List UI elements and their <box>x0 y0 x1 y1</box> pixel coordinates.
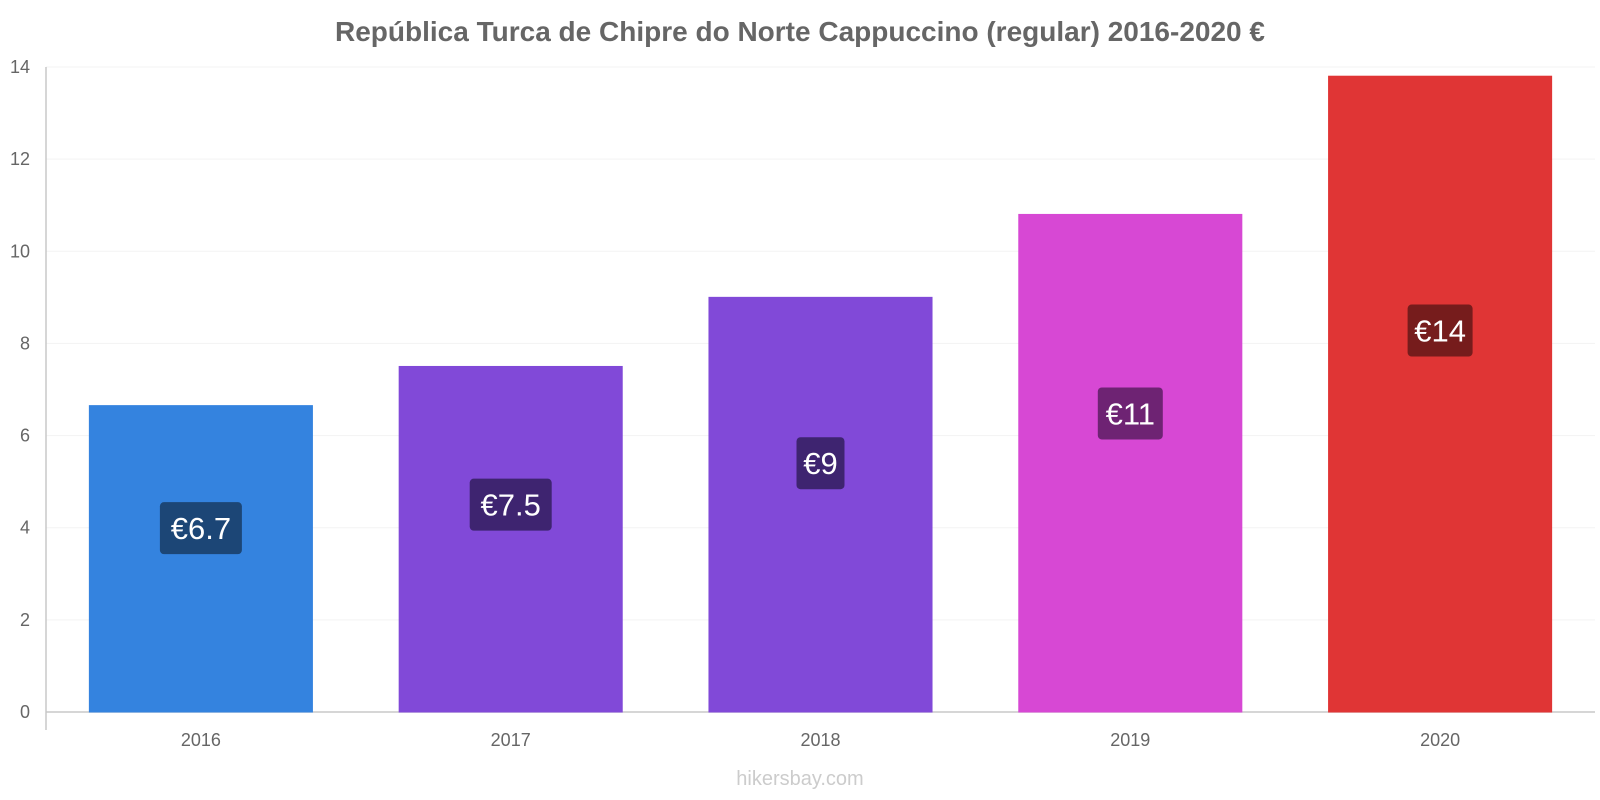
data-label-2017: €7.5 <box>469 478 552 531</box>
y-tick-label: 12 <box>10 149 30 169</box>
y-tick-label: 8 <box>20 333 30 353</box>
bar-2016 <box>88 405 313 713</box>
y-tick-label: 4 <box>20 518 30 538</box>
data-label-box <box>796 437 845 490</box>
data-label-2016: €6.7 <box>159 502 242 555</box>
y-tick-label: 6 <box>20 426 30 446</box>
x-tick-label: 2016 <box>181 730 221 750</box>
watermark-text: hikersbay.com <box>736 768 864 790</box>
data-label-text: €7.5 <box>481 488 541 523</box>
bar-2020 <box>1328 75 1553 713</box>
data-label-box <box>159 502 242 555</box>
x-tick-label: 2020 <box>1420 730 1460 750</box>
data-label-box <box>1407 304 1473 357</box>
bar-2018 <box>708 296 933 713</box>
data-label-2018: €9 <box>796 437 845 490</box>
y-tick-label: 10 <box>10 241 30 261</box>
y-tick-label: 0 <box>20 702 30 722</box>
data-label-2019: €11 <box>1097 387 1163 440</box>
data-label-box <box>1097 387 1163 440</box>
data-label-box <box>469 478 552 531</box>
y-tick-label: 2 <box>20 610 30 630</box>
data-label-text: €11 <box>1106 396 1155 431</box>
data-label-text: €6.7 <box>171 511 231 546</box>
x-tick-label: 2018 <box>800 730 840 750</box>
y-tick-label: 14 <box>10 57 30 77</box>
bar-2017 <box>398 365 623 713</box>
x-tick-label: 2019 <box>1110 730 1150 750</box>
chart-title: República Turca de Chipre do Norte Cappu… <box>335 16 1265 47</box>
data-label-text: €9 <box>803 446 837 481</box>
data-label-2020: €14 <box>1407 304 1473 357</box>
data-label-text: €14 <box>1414 314 1466 349</box>
bar-2019 <box>1018 213 1243 713</box>
x-tick-label: 2017 <box>491 730 531 750</box>
